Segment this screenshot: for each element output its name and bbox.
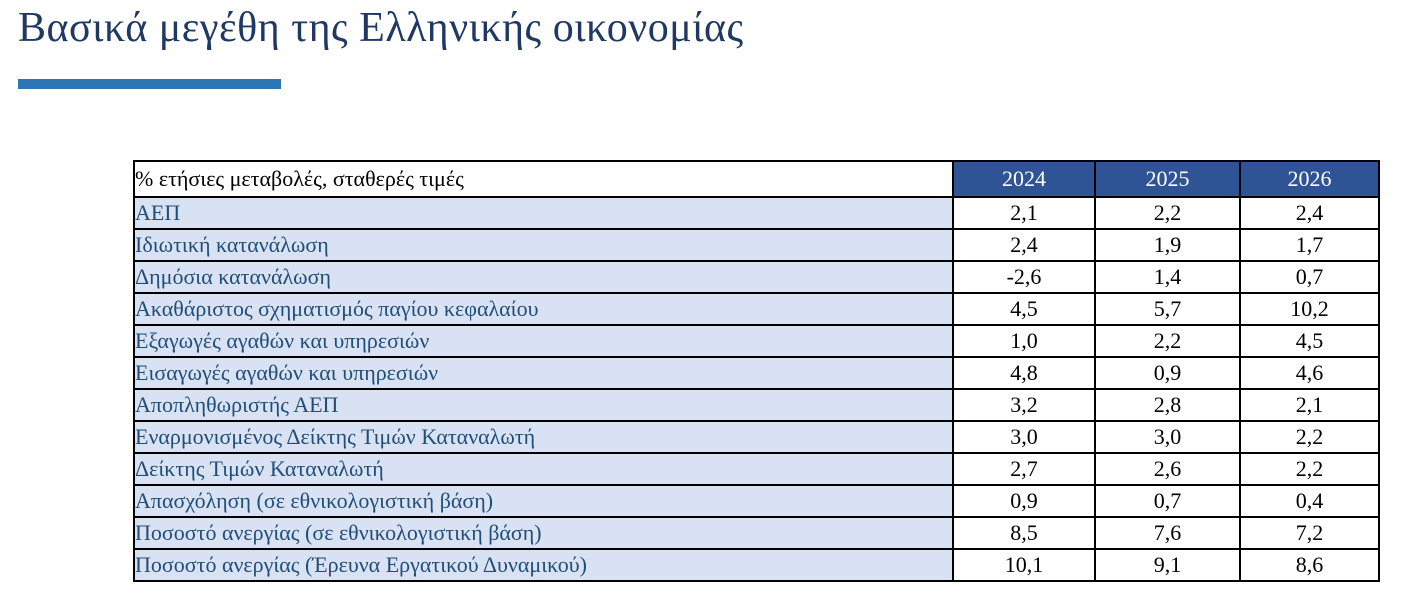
row-value: 0,9 — [952, 484, 1096, 518]
table-row: Ιδιωτική κατανάλωση 2,4 1,9 1,7 — [133, 228, 1380, 262]
table-header-year-2024: 2024 — [952, 160, 1096, 198]
row-label: Δείκτης Τιμών Καταναλωτή — [133, 452, 954, 486]
row-label: Εξαγωγές αγαθών και υπηρεσιών — [133, 324, 954, 358]
row-label: Εναρμονισμένος Δείκτης Τιμών Καταναλωτή — [133, 420, 954, 454]
row-value: 10,2 — [1239, 292, 1380, 326]
row-label: Ποσοστό ανεργίας (σε εθνικολογιστική βάσ… — [133, 516, 954, 550]
page-title: Βασικά μεγέθη της Ελληνικής οικονομίας — [18, 5, 744, 51]
row-value: 1,4 — [1094, 260, 1241, 294]
table-row: Απασχόληση (σε εθνικολογιστική βάση) 0,9 0… — [133, 484, 1380, 518]
row-value: 2,2 — [1094, 324, 1241, 358]
table-row: ΑΕΠ 2,1 2,2 2,4 — [133, 196, 1380, 230]
row-value: 4,5 — [1239, 324, 1380, 358]
row-value: 3,2 — [952, 388, 1096, 422]
row-value: 1,7 — [1239, 228, 1380, 262]
row-value: 9,1 — [1094, 548, 1241, 582]
row-label: Ακαθάριστος σχηματισμός παγίου κεφαλαίου — [133, 292, 954, 326]
row-value: 1,0 — [952, 324, 1096, 358]
row-value: 0,9 — [1094, 356, 1241, 390]
row-value: 2,2 — [1239, 452, 1380, 486]
row-value: 0,4 — [1239, 484, 1380, 518]
row-value: 10,1 — [952, 548, 1096, 582]
row-value: 2,2 — [1094, 196, 1241, 230]
row-value: 2,7 — [952, 452, 1096, 486]
row-value: 8,5 — [952, 516, 1096, 550]
table-row: Δείκτης Τιμών Καταναλωτή 2,7 2,6 2,2 — [133, 452, 1380, 486]
table-row: Εναρμονισμένος Δείκτης Τιμών Καταναλωτή 3… — [133, 420, 1380, 454]
row-value: 2,1 — [952, 196, 1096, 230]
row-label: Ιδιωτική κατανάλωση — [133, 228, 954, 262]
row-value: 7,6 — [1094, 516, 1241, 550]
table-header-year-2026: 2026 — [1239, 160, 1380, 198]
row-value: 4,8 — [952, 356, 1096, 390]
table-header-row: % ετήσιες μεταβολές, σταθερές τιμές 2024… — [133, 160, 1380, 198]
row-value: 0,7 — [1239, 260, 1380, 294]
row-value: 8,6 — [1239, 548, 1380, 582]
economy-indicators-table: % ετήσιες μεταβολές, σταθερές τιμές 2024… — [133, 160, 1380, 582]
row-value: 2,1 — [1239, 388, 1380, 422]
row-value: 0,7 — [1094, 484, 1241, 518]
table-row: Αποπληθωριστής ΑΕΠ 3,2 2,8 2,1 — [133, 388, 1380, 422]
row-value: 2,8 — [1094, 388, 1241, 422]
row-value: 5,7 — [1094, 292, 1241, 326]
row-value: 4,5 — [952, 292, 1096, 326]
table-header-year-2025: 2025 — [1094, 160, 1241, 198]
table-row: Εισαγωγές αγαθών και υπηρεσιών 4,8 0,9 4,6 — [133, 356, 1380, 390]
row-value: -2,6 — [952, 260, 1096, 294]
row-value: 2,4 — [952, 228, 1096, 262]
row-value: 2,2 — [1239, 420, 1380, 454]
table-row: Δημόσια κατανάλωση -2,6 1,4 0,7 — [133, 260, 1380, 294]
row-label: Απασχόληση (σε εθνικολογιστική βάση) — [133, 484, 954, 518]
row-label: ΑΕΠ — [133, 196, 954, 230]
row-label: Δημόσια κατανάλωση — [133, 260, 954, 294]
table-row: Εξαγωγές αγαθών και υπηρεσιών 1,0 2,2 4,5 — [133, 324, 1380, 358]
row-label: Αποπληθωριστής ΑΕΠ — [133, 388, 954, 422]
table-body: ΑΕΠ 2,1 2,2 2,4 Ιδιωτική κατανάλωση 2,4 1,9 1,7… — [133, 196, 1380, 582]
row-value: 2,6 — [1094, 452, 1241, 486]
table-row: Ποσοστό ανεργίας (σε εθνικολογιστική βάσ… — [133, 516, 1380, 550]
row-value: 3,0 — [1094, 420, 1241, 454]
table-header-measure-label: % ετήσιες μεταβολές, σταθερές τιμές — [133, 160, 954, 198]
title-accent-bar — [18, 79, 281, 89]
row-value: 2,4 — [1239, 196, 1380, 230]
row-value: 1,9 — [1094, 228, 1241, 262]
row-value: 7,2 — [1239, 516, 1380, 550]
row-label: Ποσοστό ανεργίας (Έρευνα Εργατικού Δυναμ… — [133, 548, 954, 582]
row-value: 4,6 — [1239, 356, 1380, 390]
table-row: Ποσοστό ανεργίας (Έρευνα Εργατικού Δυναμ… — [133, 548, 1380, 582]
row-value: 3,0 — [952, 420, 1096, 454]
row-label: Εισαγωγές αγαθών και υπηρεσιών — [133, 356, 954, 390]
table-row: Ακαθάριστος σχηματισμός παγίου κεφαλαίου… — [133, 292, 1380, 326]
